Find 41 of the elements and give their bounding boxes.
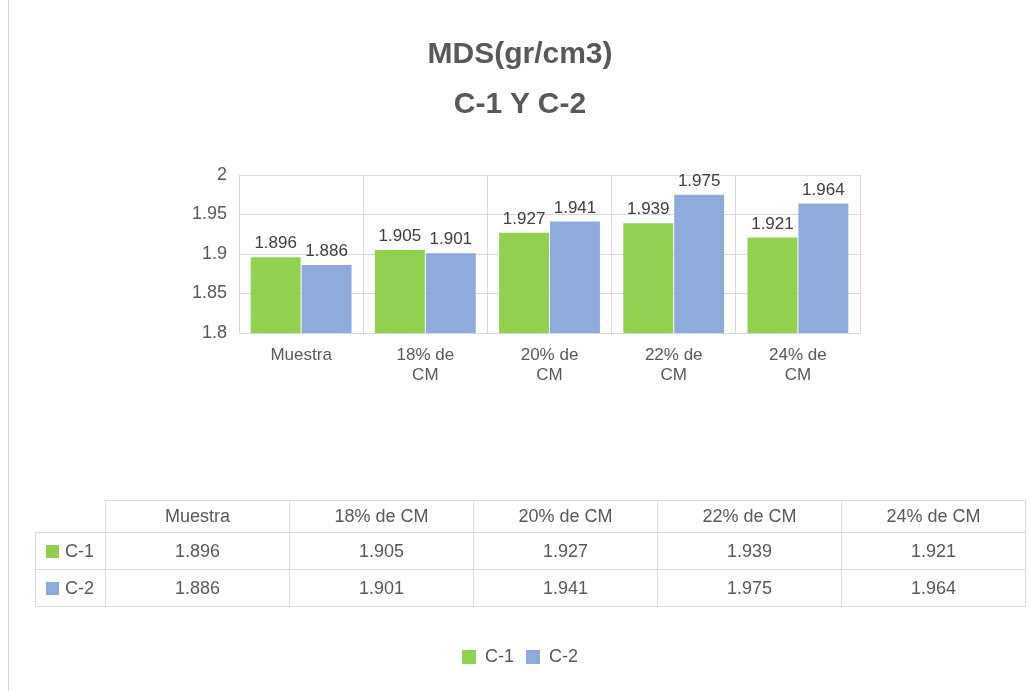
y-tick-label: 2	[217, 163, 228, 184]
data-label: 1.939	[626, 199, 670, 219]
data-label: 1.901	[289, 569, 474, 607]
data-label: 1.927	[473, 532, 658, 570]
x-tick-label: 22% de CM	[644, 344, 703, 385]
legend-label: C-1	[65, 540, 95, 561]
data-label: 1.975	[677, 170, 721, 190]
chart-title: MDS(gr/cm3)	[427, 36, 613, 70]
data-label: 1.896	[105, 532, 290, 570]
x-tick-label: 24% de CM	[769, 344, 827, 385]
data-label: 1.896	[254, 233, 297, 253]
y-tick-label: 1.9	[202, 242, 228, 263]
chart-subtitle: C-1 Y C-2	[453, 86, 587, 120]
data-label: 1.941	[553, 197, 597, 217]
category-label: 20% de CM	[473, 500, 658, 533]
data-label: 1.939	[657, 532, 842, 570]
legend-label: C-2	[65, 577, 95, 598]
category-label: Muestra	[105, 500, 290, 533]
y-tick-label: 1.85	[191, 282, 228, 303]
data-label: 1.901	[429, 229, 473, 249]
data-label: 1.941	[473, 569, 658, 607]
x-tick-label: 18% de CM	[396, 344, 455, 385]
legend-label: C-1	[485, 645, 515, 666]
data-label: 1.905	[378, 226, 422, 246]
x-tick-label: 20% de CM	[520, 344, 579, 385]
data-label: 1.927	[502, 208, 546, 228]
y-tick-label: 1.8	[202, 321, 228, 342]
data-label: 1.886	[305, 241, 348, 261]
data-label: 1.964	[802, 179, 845, 199]
y-tick-label: 1.95	[191, 203, 228, 224]
category-label: 24% de CM	[841, 500, 1026, 533]
data-label: 1.975	[657, 569, 842, 607]
data-label: 1.921	[841, 532, 1026, 570]
x-tick-label: Muestra	[270, 344, 333, 364]
legend-label: C-2	[549, 645, 579, 666]
data-label: 1.964	[841, 569, 1026, 607]
category-label: 18% de CM	[289, 500, 474, 533]
data-label: 1.905	[289, 532, 474, 570]
data-label: 1.886	[105, 569, 290, 607]
data-label: 1.921	[751, 213, 794, 233]
category-label: 22% de CM	[657, 500, 842, 533]
